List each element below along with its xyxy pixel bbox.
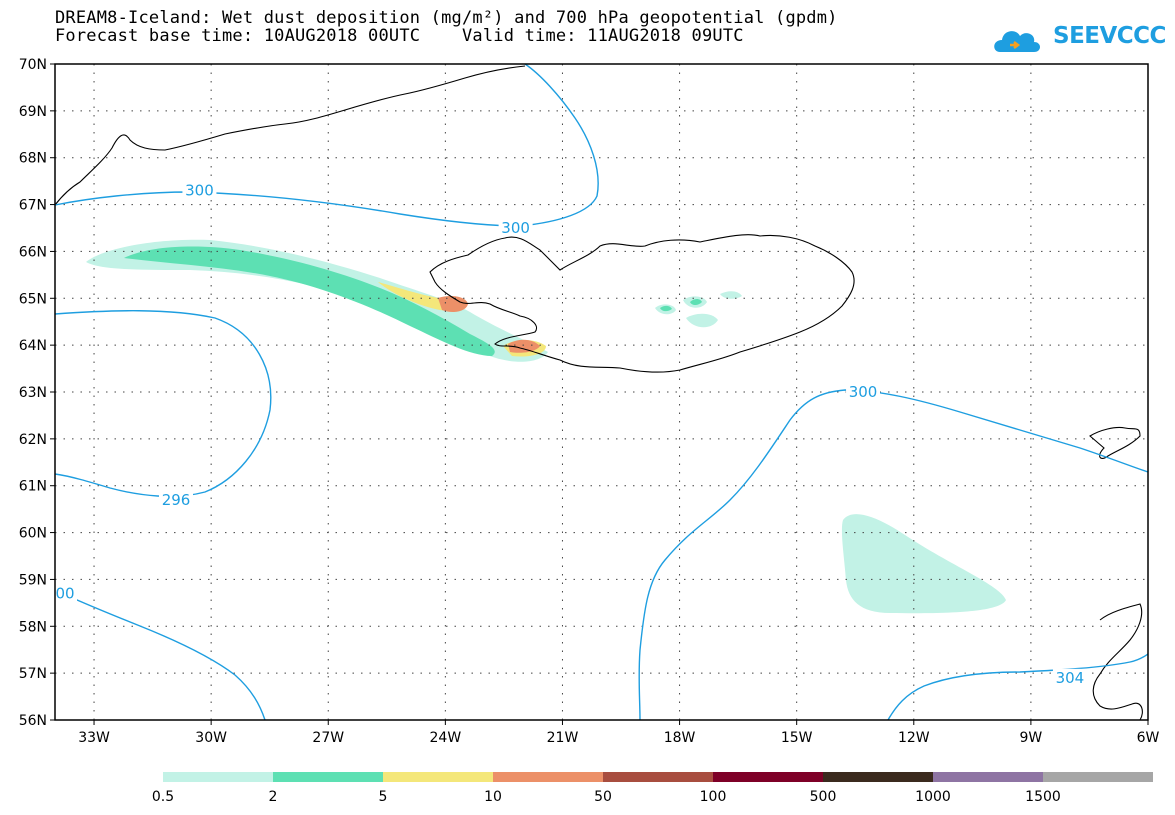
contour-label-bg bbox=[498, 219, 533, 236]
coastline bbox=[429, 234, 855, 373]
legend-label: 2 bbox=[269, 789, 278, 805]
contour-label: 296 bbox=[162, 491, 191, 509]
legend-swatch bbox=[603, 772, 713, 782]
lat-tick-label: 57N bbox=[19, 666, 47, 682]
lat-tick-label: 58N bbox=[19, 619, 47, 635]
lat-tick-label: 62N bbox=[19, 432, 47, 448]
legend-label: 1500 bbox=[1025, 789, 1061, 805]
coastline bbox=[54, 65, 526, 206]
contour-label-bg bbox=[1052, 668, 1087, 686]
legend-swatch bbox=[163, 772, 273, 782]
legend-label: 1000 bbox=[915, 789, 951, 805]
legend-label: 5 bbox=[379, 789, 388, 805]
lon-tick-label: 30W bbox=[195, 730, 227, 746]
deposition-area bbox=[438, 296, 468, 312]
contour-label-bg bbox=[182, 181, 217, 199]
lat-tick-label: 61N bbox=[19, 479, 47, 495]
coastline bbox=[1092, 603, 1143, 721]
legend-swatch bbox=[493, 772, 603, 782]
axis-labels: 33W 30W 27W 24W 21W 18W 15W 12W 9W 6W 70N 69N 68N 67N… bbox=[19, 57, 1160, 746]
legend-label: 10 bbox=[484, 789, 502, 805]
lat-tick-label: 67N bbox=[19, 198, 47, 214]
lon-tick-label: 15W bbox=[781, 730, 813, 746]
dust-deposition-fills bbox=[86, 239, 1006, 614]
lon-tick-label: 33W bbox=[78, 730, 110, 746]
contour-line bbox=[887, 653, 1149, 721]
legend-label: 0.5 bbox=[152, 789, 174, 805]
lon-tick-label: 18W bbox=[664, 730, 696, 746]
coastlines bbox=[54, 65, 1143, 721]
lat-tick-label: 60N bbox=[19, 526, 47, 542]
lat-tick-label: 65N bbox=[19, 291, 47, 307]
map-subtitle: Forecast base time: 10AUG2018 00UTC Vali… bbox=[55, 26, 744, 46]
legend-swatch bbox=[383, 772, 493, 782]
legend-label: 500 bbox=[810, 789, 837, 805]
legend-swatch bbox=[713, 772, 823, 782]
contour-label-bg bbox=[846, 383, 881, 400]
lat-tick-label: 59N bbox=[19, 572, 47, 588]
lon-tick-label: 27W bbox=[312, 730, 344, 746]
legend-swatch bbox=[933, 772, 1043, 782]
contour-line bbox=[54, 310, 272, 498]
logo-text: SEEVCCC bbox=[1053, 23, 1166, 49]
contour-label: 300 bbox=[849, 383, 878, 401]
deposition-area bbox=[660, 305, 672, 312]
lon-tick-label: 6W bbox=[1137, 730, 1160, 746]
lon-tick-label: 9W bbox=[1020, 730, 1043, 746]
lat-tick-label: 64N bbox=[19, 338, 47, 354]
deposition-area bbox=[841, 514, 1006, 614]
deposition-area bbox=[124, 246, 495, 356]
legend-swatch bbox=[1043, 772, 1153, 782]
contour-label: 300 bbox=[501, 219, 530, 237]
coastline bbox=[1089, 426, 1141, 459]
lat-tick-label: 66N bbox=[19, 244, 47, 260]
deposition-area bbox=[690, 299, 702, 305]
map-title: DREAM8-Iceland: Wet dust deposition (mg/… bbox=[55, 8, 838, 28]
contour-label: 300 bbox=[185, 182, 214, 200]
legend-label: 50 bbox=[594, 789, 612, 805]
contour-line bbox=[54, 589, 266, 721]
contour-line bbox=[638, 389, 1149, 721]
deposition-area bbox=[508, 339, 540, 353]
legend-swatch bbox=[273, 772, 383, 782]
lon-tick-label: 24W bbox=[430, 730, 462, 746]
legend-label: 100 bbox=[700, 789, 727, 805]
lon-tick-label: 21W bbox=[547, 730, 579, 746]
lat-tick-label: 70N bbox=[19, 57, 47, 73]
lat-tick-label: 56N bbox=[19, 713, 47, 729]
deposition-area bbox=[378, 282, 456, 311]
lat-tick-label: 68N bbox=[19, 151, 47, 167]
legend-swatch bbox=[823, 772, 933, 782]
deposition-area bbox=[720, 291, 742, 299]
contour-label-bg bbox=[159, 490, 194, 508]
deposition-area bbox=[686, 313, 718, 328]
cloud-logo-icon bbox=[994, 31, 1040, 52]
contour-label-bg bbox=[53, 584, 77, 602]
lon-tick-label: 12W bbox=[898, 730, 930, 746]
contour-label: 304 bbox=[1056, 669, 1085, 687]
contour-label: 00 bbox=[55, 584, 74, 602]
lat-tick-label: 63N bbox=[19, 385, 47, 401]
geopotential-contours: 300 300 300 296 00 304 bbox=[53, 63, 1149, 721]
lat-tick-label: 69N bbox=[19, 104, 47, 120]
